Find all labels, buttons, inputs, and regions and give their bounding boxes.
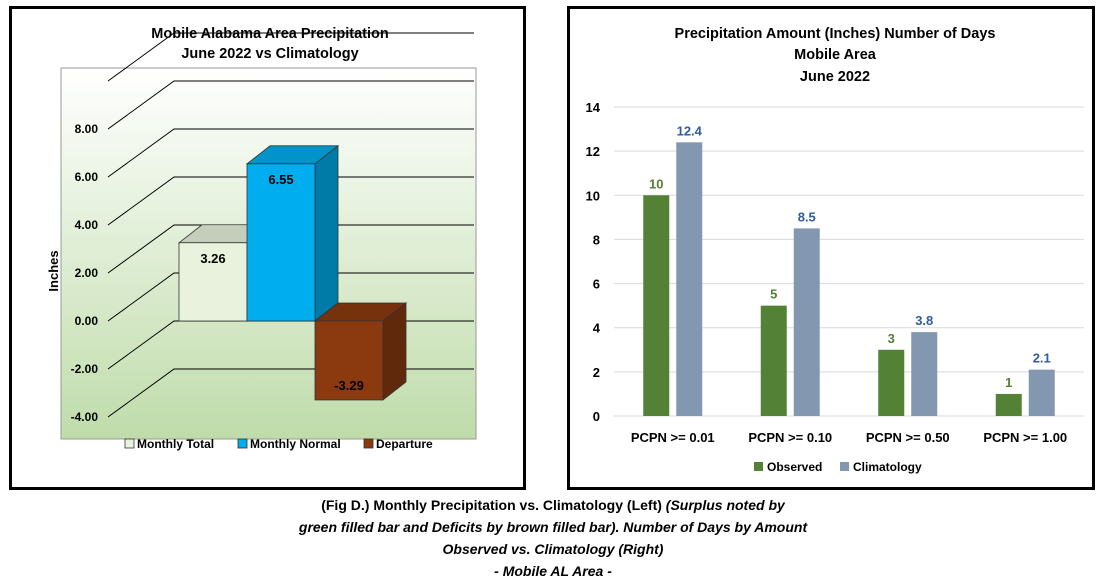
legend-swatch <box>363 438 374 449</box>
x-tick-label: PCPN >= 1.00 <box>983 430 1067 445</box>
y-tick-label: 6.00 <box>75 170 99 184</box>
bar-climatology <box>1028 369 1055 416</box>
bar-monthly-normal: 6.55 <box>245 144 340 322</box>
bar-climatology <box>676 142 703 417</box>
y-tick-label: 0.00 <box>75 314 99 328</box>
y-tick-label: 14 <box>586 100 601 115</box>
x-tick-label: PCPN >= 0.50 <box>866 430 950 445</box>
legend-label: Climatology <box>853 460 922 474</box>
y-tick-label: 12 <box>586 144 600 159</box>
bar-climatology <box>911 332 938 416</box>
chart-title: Mobile Alabama Area Precipitation <box>151 26 388 42</box>
left-chart: Mobile Alabama Area Precipitation June 2… <box>46 26 477 451</box>
x-tick-label: PCPN >= 0.10 <box>748 430 832 445</box>
chart-subtitle: Mobile Area <box>794 47 877 63</box>
figure-caption: (Fig D.) Monthly Precipitation vs. Clima… <box>0 494 1106 582</box>
data-label: 3 <box>888 331 895 346</box>
bar-observed <box>643 195 670 416</box>
legend-swatch <box>237 438 248 449</box>
gridline <box>107 128 474 178</box>
gridline <box>107 176 474 226</box>
y-tick-label: 2.00 <box>75 266 99 280</box>
caption-line1: (Fig D.) Monthly Precipitation vs. Clima… <box>321 497 666 513</box>
right-chart: Precipitation Amount (Inches) Number of … <box>586 26 1084 474</box>
bar-departure: -3.29 <box>313 302 408 401</box>
caption-line1-italic: (Surplus noted by <box>665 497 785 513</box>
gridline <box>107 32 474 82</box>
chart-title: Precipitation Amount (Inches) Number of … <box>675 26 996 42</box>
y-tick-label: 0 <box>593 409 600 424</box>
legend-item: Climatology <box>840 460 922 474</box>
gridline <box>107 272 474 322</box>
x-tick-label: PCPN >= 0.01 <box>631 430 715 445</box>
gridline <box>107 80 474 130</box>
left-chart-panel: Mobile Alabama Area Precipitation June 2… <box>9 6 526 490</box>
legend-label: Observed <box>767 460 822 474</box>
legend-swatch <box>754 462 763 471</box>
y-tick-label: 6 <box>593 277 600 292</box>
data-label: 8.5 <box>798 209 816 224</box>
y-tick-label: 10 <box>586 188 600 203</box>
data-label: 12.4 <box>677 123 703 138</box>
y-tick-label: 4.00 <box>75 218 99 232</box>
data-label: 3.8 <box>915 313 933 328</box>
y-tick-label: 4 <box>593 321 601 336</box>
legend-label: Departure <box>376 437 433 451</box>
data-label: -3.29 <box>334 378 364 393</box>
data-label: 6.55 <box>268 172 293 187</box>
bar-climatology <box>793 228 820 416</box>
legend-label: Monthly Normal <box>250 437 341 451</box>
data-label: 1 <box>1005 375 1012 390</box>
legend-item: Departure <box>363 437 433 451</box>
chart-subtitle-date: June 2022 <box>800 69 870 85</box>
data-label: 3.26 <box>200 251 225 266</box>
caption-line2: green filled bar and Deficits by brown f… <box>298 519 808 535</box>
y-tick-label: -4.00 <box>71 410 99 424</box>
y-axis-label: Inches <box>46 250 61 291</box>
legend-label: Monthly Total <box>137 437 214 451</box>
gridline <box>107 224 474 274</box>
y-tick-label: -2.00 <box>71 362 99 376</box>
legend-item: Monthly Total <box>124 437 214 451</box>
data-label: 10 <box>649 176 663 191</box>
caption-line4: - Mobile AL Area - <box>494 563 612 579</box>
right-chart-panel: Precipitation Amount (Inches) Number of … <box>567 6 1095 490</box>
bar-observed <box>760 305 787 416</box>
chart-subtitle: June 2022 vs Climatology <box>181 46 358 62</box>
legend-swatch <box>124 438 135 449</box>
legend-swatch <box>840 462 849 471</box>
data-label: 2.1 <box>1033 351 1051 366</box>
bar-observed <box>878 349 905 416</box>
data-label: 5 <box>770 287 777 302</box>
caption-line3: Observed vs. Climatology (Right) <box>442 541 664 557</box>
y-tick-label: 2 <box>593 365 600 380</box>
legend-item: Observed <box>754 460 822 474</box>
legend-item: Monthly Normal <box>237 437 341 451</box>
y-tick-label: 8.00 <box>75 122 99 136</box>
y-tick-label: 8 <box>593 232 600 247</box>
bar-observed <box>995 393 1022 416</box>
